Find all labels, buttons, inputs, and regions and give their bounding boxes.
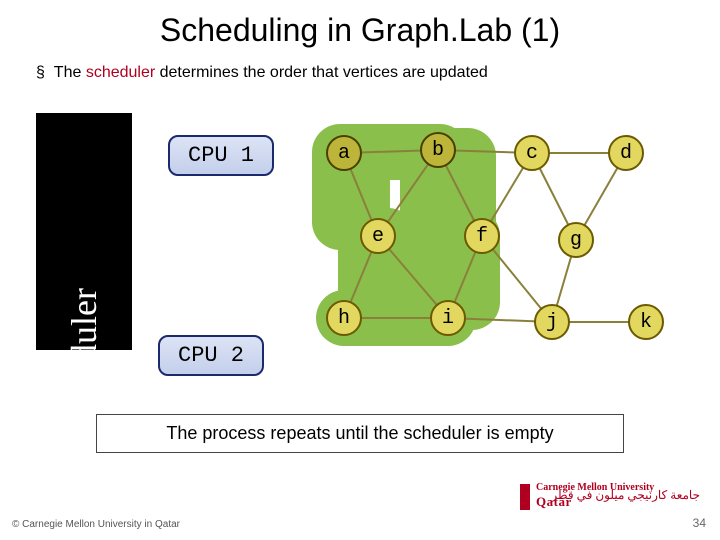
slide: Scheduling in Graph.Lab (1) § The schedu… <box>0 0 720 540</box>
graph-node-b: b <box>420 132 456 168</box>
graph-node-h: h <box>326 300 362 336</box>
graph-node-g: g <box>558 222 594 258</box>
graph-node-a: a <box>326 135 362 171</box>
caption-box: The process repeats until the scheduler … <box>96 414 624 453</box>
graph-edges <box>0 0 720 540</box>
cmu-qatar-logo: Carnegie Mellon University Qatar جامعة ك… <box>520 482 700 512</box>
graph-node-f: f <box>464 218 500 254</box>
logo-bar-icon <box>520 484 530 510</box>
caption-text: The process repeats until the scheduler … <box>166 423 553 443</box>
footer-copyright: © Carnegie Mellon University in Qatar <box>12 519 180 530</box>
graph-node-k: k <box>628 304 664 340</box>
graph-node-e: e <box>360 218 396 254</box>
graph-node-d: d <box>608 135 644 171</box>
logo-arabic: جامعة كارنيجي ميلون في قطر <box>551 488 700 503</box>
graph-node-j: j <box>534 304 570 340</box>
page-number: 34 <box>693 516 706 530</box>
graph-node-c: c <box>514 135 550 171</box>
graph-node-i: i <box>430 300 466 336</box>
